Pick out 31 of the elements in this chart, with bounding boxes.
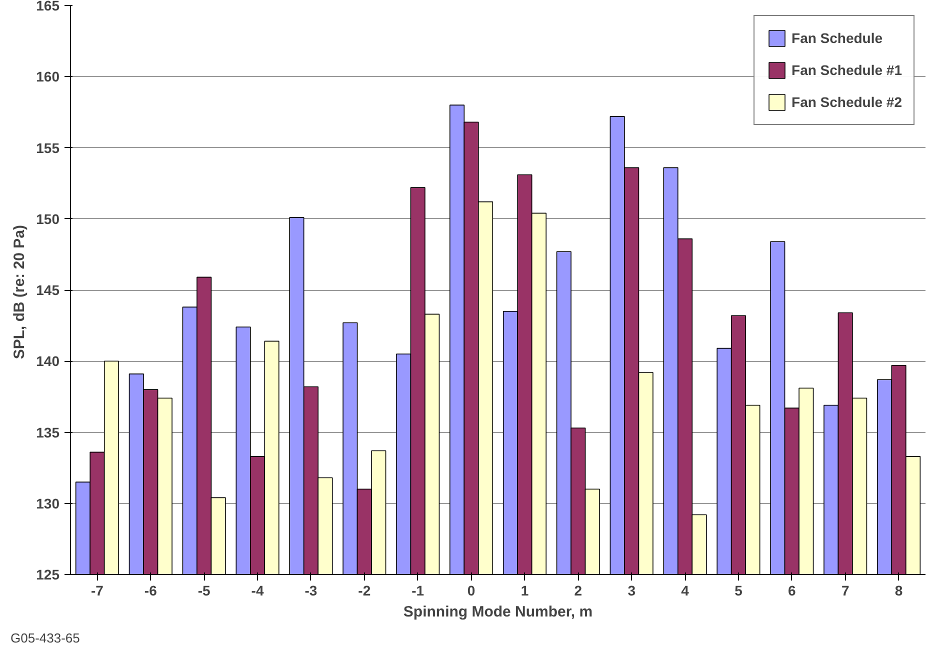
legend-label: Fan Schedule bbox=[792, 30, 883, 46]
x-tick-label: 7 bbox=[841, 582, 850, 598]
x-tick-label: 6 bbox=[788, 582, 796, 598]
x-tick-label: 3 bbox=[628, 582, 636, 598]
x-tick-label: 2 bbox=[574, 582, 582, 598]
x-tick-label: -7 bbox=[90, 582, 104, 598]
y-axis-title: SPL, dB (re: 20 Pa) bbox=[11, 224, 28, 360]
x-axis-title: Spinning Mode Number, m bbox=[403, 604, 593, 620]
x-tick-label: -2 bbox=[358, 582, 371, 598]
x-tick-label: -5 bbox=[198, 582, 211, 598]
x-tick-label: -4 bbox=[251, 582, 264, 598]
y-tick-label: 130 bbox=[36, 495, 60, 512]
legend-label: Fan Schedule #1 bbox=[792, 62, 902, 78]
text: G05-433-65 bbox=[10, 630, 80, 646]
legend-label: Fan Schedule #2 bbox=[792, 94, 902, 110]
y-tick-label: 150 bbox=[36, 210, 60, 227]
x-tick-label: 4 bbox=[681, 582, 690, 598]
x-tick-label: -1 bbox=[412, 582, 424, 598]
x-tick-label: -6 bbox=[144, 582, 158, 598]
y-tick-label: 165 bbox=[36, 0, 60, 14]
y-tick-label: 145 bbox=[36, 282, 60, 298]
y-tick-label: 135 bbox=[36, 424, 60, 440]
x-tick-label: 0 bbox=[467, 582, 476, 598]
y-tick-label: 125 bbox=[36, 566, 60, 582]
x-tick-label: 5 bbox=[734, 582, 743, 598]
x-tick-label: 8 bbox=[894, 582, 903, 598]
x-tick-label: 1 bbox=[520, 582, 529, 598]
y-tick-label: 160 bbox=[36, 68, 60, 85]
y-tick-label: 140 bbox=[36, 353, 60, 370]
y-tick-label: 155 bbox=[36, 140, 60, 156]
x-tick-label: -3 bbox=[304, 582, 318, 598]
